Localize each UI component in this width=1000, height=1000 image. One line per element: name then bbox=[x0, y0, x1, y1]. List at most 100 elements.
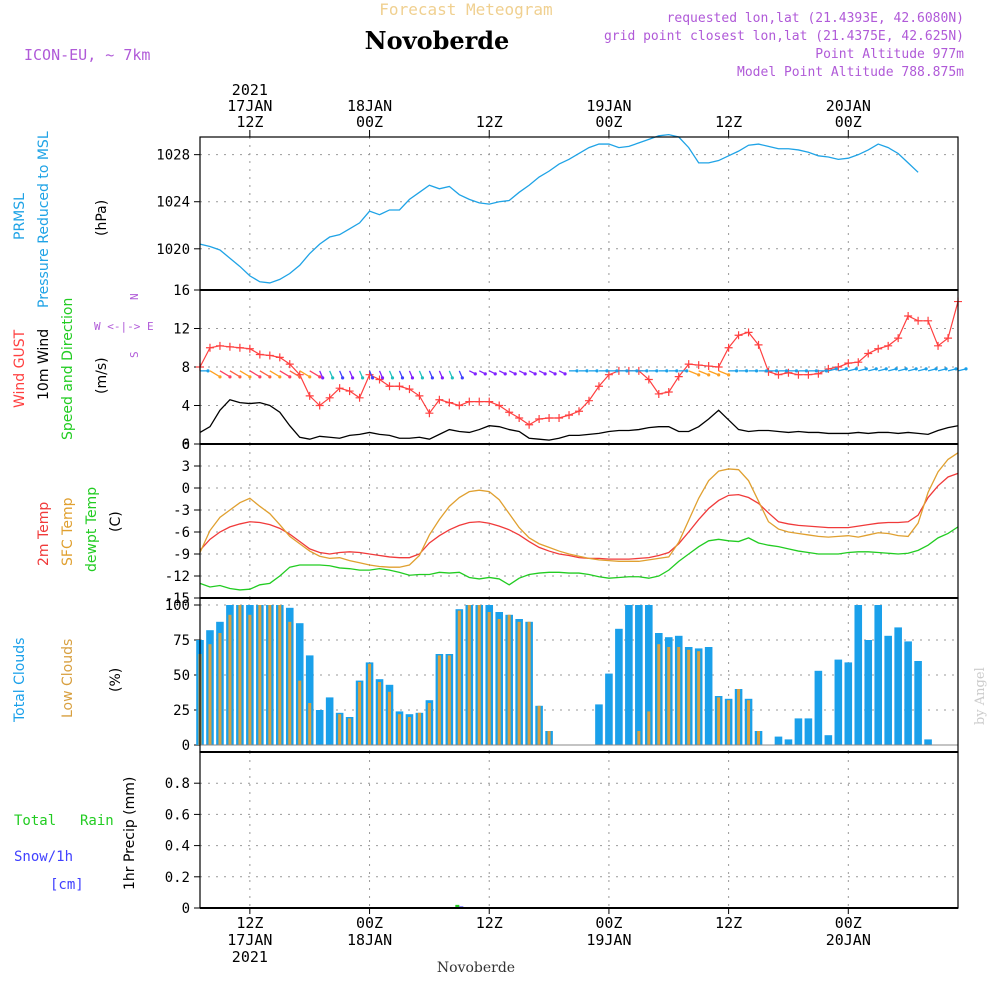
gust-marker bbox=[724, 343, 733, 352]
wind-arrow-head bbox=[390, 376, 395, 380]
low-cloud-bar bbox=[248, 614, 252, 745]
total-cloud-bar bbox=[804, 718, 813, 745]
precip-label-cm: [cm] bbox=[50, 877, 84, 893]
gust-marker bbox=[834, 363, 843, 371]
wind-direction-arrow bbox=[209, 370, 221, 378]
low-cloud-bar bbox=[457, 610, 461, 745]
x-tick-label-top: 20JAN bbox=[826, 97, 871, 115]
wind-direction-arrow bbox=[269, 370, 281, 378]
pressure-ytick-label: 1024 bbox=[156, 195, 190, 211]
wind-arrow-head bbox=[735, 369, 739, 373]
gust-marker bbox=[794, 370, 803, 379]
gust-marker bbox=[225, 342, 234, 351]
gust-marker bbox=[325, 393, 334, 402]
pressure-ytick-label: 1020 bbox=[156, 242, 190, 258]
gust-marker bbox=[704, 362, 713, 371]
wind-direction-arrow bbox=[698, 370, 709, 376]
temp-label-2m: 2m Temp bbox=[36, 502, 52, 566]
temperature-ytick-label: -9 bbox=[173, 547, 190, 563]
x-tick-label-bottom: 18JAN bbox=[347, 931, 392, 949]
title-top: Forecast Meteogram bbox=[379, 0, 552, 19]
precip-label-total: Total bbox=[14, 813, 56, 829]
total-cloud-bar bbox=[904, 641, 912, 745]
low-cloud-bar bbox=[358, 682, 362, 745]
gust-marker bbox=[485, 397, 494, 406]
low-cloud-bar bbox=[338, 714, 342, 745]
low-cloud-bar bbox=[368, 663, 372, 745]
low-cloud-bar bbox=[757, 731, 761, 745]
temperature-frame bbox=[199, 443, 959, 599]
wind-arrow-head bbox=[318, 375, 322, 379]
gust-marker bbox=[904, 311, 913, 320]
low-cloud-bar bbox=[467, 605, 471, 745]
low-cloud-bar bbox=[417, 712, 421, 745]
gust-marker bbox=[594, 382, 603, 391]
precip-label-unit: 1hr Precip (mm) bbox=[122, 777, 138, 890]
wind-arrow-head bbox=[894, 367, 898, 371]
wind-label-dir: Speed and Direction bbox=[60, 298, 76, 440]
wind-arrow-head bbox=[238, 375, 242, 379]
gust-marker bbox=[814, 369, 823, 378]
wind-arrow-head bbox=[218, 375, 222, 379]
compass-we: W <-|-> E bbox=[94, 320, 154, 333]
total-cloud-bar bbox=[605, 673, 613, 745]
gust-marker bbox=[275, 353, 284, 362]
gust-marker bbox=[714, 363, 723, 371]
rain-bar bbox=[455, 904, 460, 908]
wind-arrow-head bbox=[543, 372, 547, 376]
info-altitude: Point Altitude 977m bbox=[815, 47, 964, 62]
gust-marker bbox=[215, 341, 224, 350]
wind-arrow-head bbox=[351, 376, 355, 380]
x-tick-label-top: 00Z bbox=[356, 113, 383, 131]
precip-ytick-label: 0 bbox=[182, 901, 190, 917]
wind-arrow-head bbox=[278, 375, 282, 379]
wind-label-unit: (m/s) bbox=[94, 357, 110, 394]
x-tick-label-top: 17JAN bbox=[227, 97, 272, 115]
low-cloud-bar bbox=[268, 605, 272, 745]
precip-ytick-label: 0.4 bbox=[165, 839, 190, 855]
gust-marker bbox=[475, 397, 484, 406]
wind-arrow-head bbox=[944, 367, 948, 371]
gust-marker bbox=[525, 420, 534, 429]
gust-marker bbox=[335, 384, 344, 393]
total-cloud-bar bbox=[645, 605, 653, 745]
wind-arrow-head bbox=[834, 367, 838, 371]
clouds-ytick-label: 75 bbox=[173, 633, 190, 649]
wind-direction-arrow bbox=[309, 370, 321, 378]
gust-marker bbox=[535, 414, 544, 423]
gust-marker bbox=[854, 358, 863, 367]
wind-arrow-head bbox=[420, 376, 425, 380]
total-cloud-bar bbox=[854, 605, 863, 745]
wind-arrow-head bbox=[258, 375, 262, 379]
wind-arrow-head bbox=[206, 369, 210, 373]
gust-marker bbox=[575, 407, 583, 416]
wind-arrow-head bbox=[268, 375, 272, 379]
x-tick-label-top: 12Z bbox=[236, 113, 263, 131]
wind-arrow-head bbox=[563, 372, 567, 376]
gust-marker bbox=[355, 393, 364, 402]
precip-frame bbox=[199, 751, 959, 909]
wind-direction-arrow bbox=[249, 370, 261, 378]
low-cloud-bar bbox=[747, 700, 751, 745]
wind-arrow-head bbox=[854, 367, 858, 371]
total-cloud-bar bbox=[595, 704, 603, 745]
pressure-label-msl: Pressure Reduced to MSL bbox=[36, 131, 52, 308]
wind-arrow-head bbox=[764, 369, 769, 373]
wind-arrow-head bbox=[934, 367, 938, 371]
wind-arrow-head bbox=[553, 372, 557, 376]
cloud-label-low: Low Clouds bbox=[60, 639, 76, 718]
x-tick-label-bottom: 19JAN bbox=[586, 931, 631, 949]
gust-marker bbox=[944, 334, 953, 343]
total-cloud-bar bbox=[615, 628, 623, 745]
wind-arrow-head bbox=[228, 375, 232, 379]
gust-marker bbox=[505, 408, 514, 417]
wind-arrow-head bbox=[824, 369, 828, 373]
gust-marker bbox=[644, 375, 653, 384]
gust-marker bbox=[375, 375, 384, 384]
precip-label-snow: Snow/1h bbox=[14, 849, 73, 865]
wind-direction-arrow bbox=[239, 370, 251, 378]
info-requested: requested lon,lat (21.4393E, 42.6080N) bbox=[667, 11, 964, 26]
total-cloud-bar bbox=[704, 647, 713, 745]
wind-arrow-head bbox=[595, 369, 599, 373]
